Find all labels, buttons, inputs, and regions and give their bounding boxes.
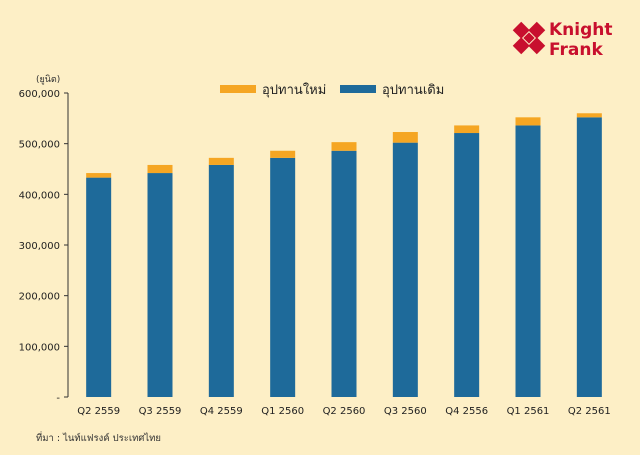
x-tick-label: Q2 2559	[77, 406, 120, 417]
legend: อุปทานใหม่ อุปทานเดิม	[220, 82, 444, 98]
bar-existing-supply	[331, 150, 357, 397]
x-tick-label: Q2 2561	[568, 406, 611, 417]
bar-new-supply	[147, 164, 173, 174]
bar-new-supply	[208, 157, 234, 165]
source-note: ที่มา : ไนท์แฟรงค์ ประเทศไทย	[36, 431, 161, 444]
bar-new-supply	[576, 113, 602, 118]
bar-new-supply	[392, 132, 418, 143]
bar-new-supply	[454, 125, 480, 134]
legend-swatch-new-supply	[220, 85, 256, 93]
x-tick-label: Q4 2556	[445, 406, 488, 417]
x-tick-label: Q3 2559	[139, 406, 182, 417]
logo-line1: Knight	[549, 20, 613, 40]
x-tick-label: Q1 2561	[507, 406, 550, 417]
y-tick-label: 400,000	[19, 190, 60, 201]
legend-swatch-existing-supply	[340, 85, 376, 93]
unit-label: (ยูนิต)	[36, 74, 60, 85]
legend-label-new-supply: อุปทานใหม่	[262, 82, 326, 98]
bars	[86, 113, 602, 397]
bar-existing-supply	[86, 177, 112, 397]
bar-existing-supply	[454, 133, 480, 397]
y-tick-label: 600,000	[19, 89, 60, 100]
y-tick-label: 300,000	[19, 241, 60, 252]
bar-new-supply	[270, 150, 296, 158]
x-tick-label: Q1 2560	[261, 406, 304, 417]
y-tick-label: -	[56, 393, 60, 404]
bar-new-supply	[515, 117, 541, 126]
legend-label-existing-supply: อุปทานเดิม	[382, 83, 444, 98]
x-tick-label: Q3 2560	[384, 406, 427, 417]
y-tick-label: 200,000	[19, 292, 60, 303]
knight-frank-logo: Knight Frank	[512, 20, 613, 60]
x-tick-label: Q4 2559	[200, 406, 243, 417]
bar-new-supply	[331, 142, 357, 151]
x-tick-label: Q2 2560	[323, 406, 366, 417]
bar-existing-supply	[576, 117, 602, 397]
y-axis: - 100,000 200,000 300,000 400,000 500,000 600,…	[19, 89, 69, 404]
x-axis: Q2 2559 Q3 2559 Q4 2559 Q1 2560 Q2 2560 Q3 25…	[77, 406, 611, 417]
bar-existing-supply	[392, 142, 418, 397]
logo-mark-icon	[512, 21, 546, 55]
bar-new-supply	[86, 173, 112, 178]
y-tick-label: 100,000	[19, 342, 60, 353]
bar-existing-supply	[147, 173, 173, 397]
bar-existing-supply	[270, 157, 296, 397]
bar-existing-supply	[515, 125, 541, 397]
bar-existing-supply	[208, 164, 234, 397]
y-tick-label: 500,000	[19, 140, 60, 151]
logo-line2: Frank	[549, 40, 603, 60]
